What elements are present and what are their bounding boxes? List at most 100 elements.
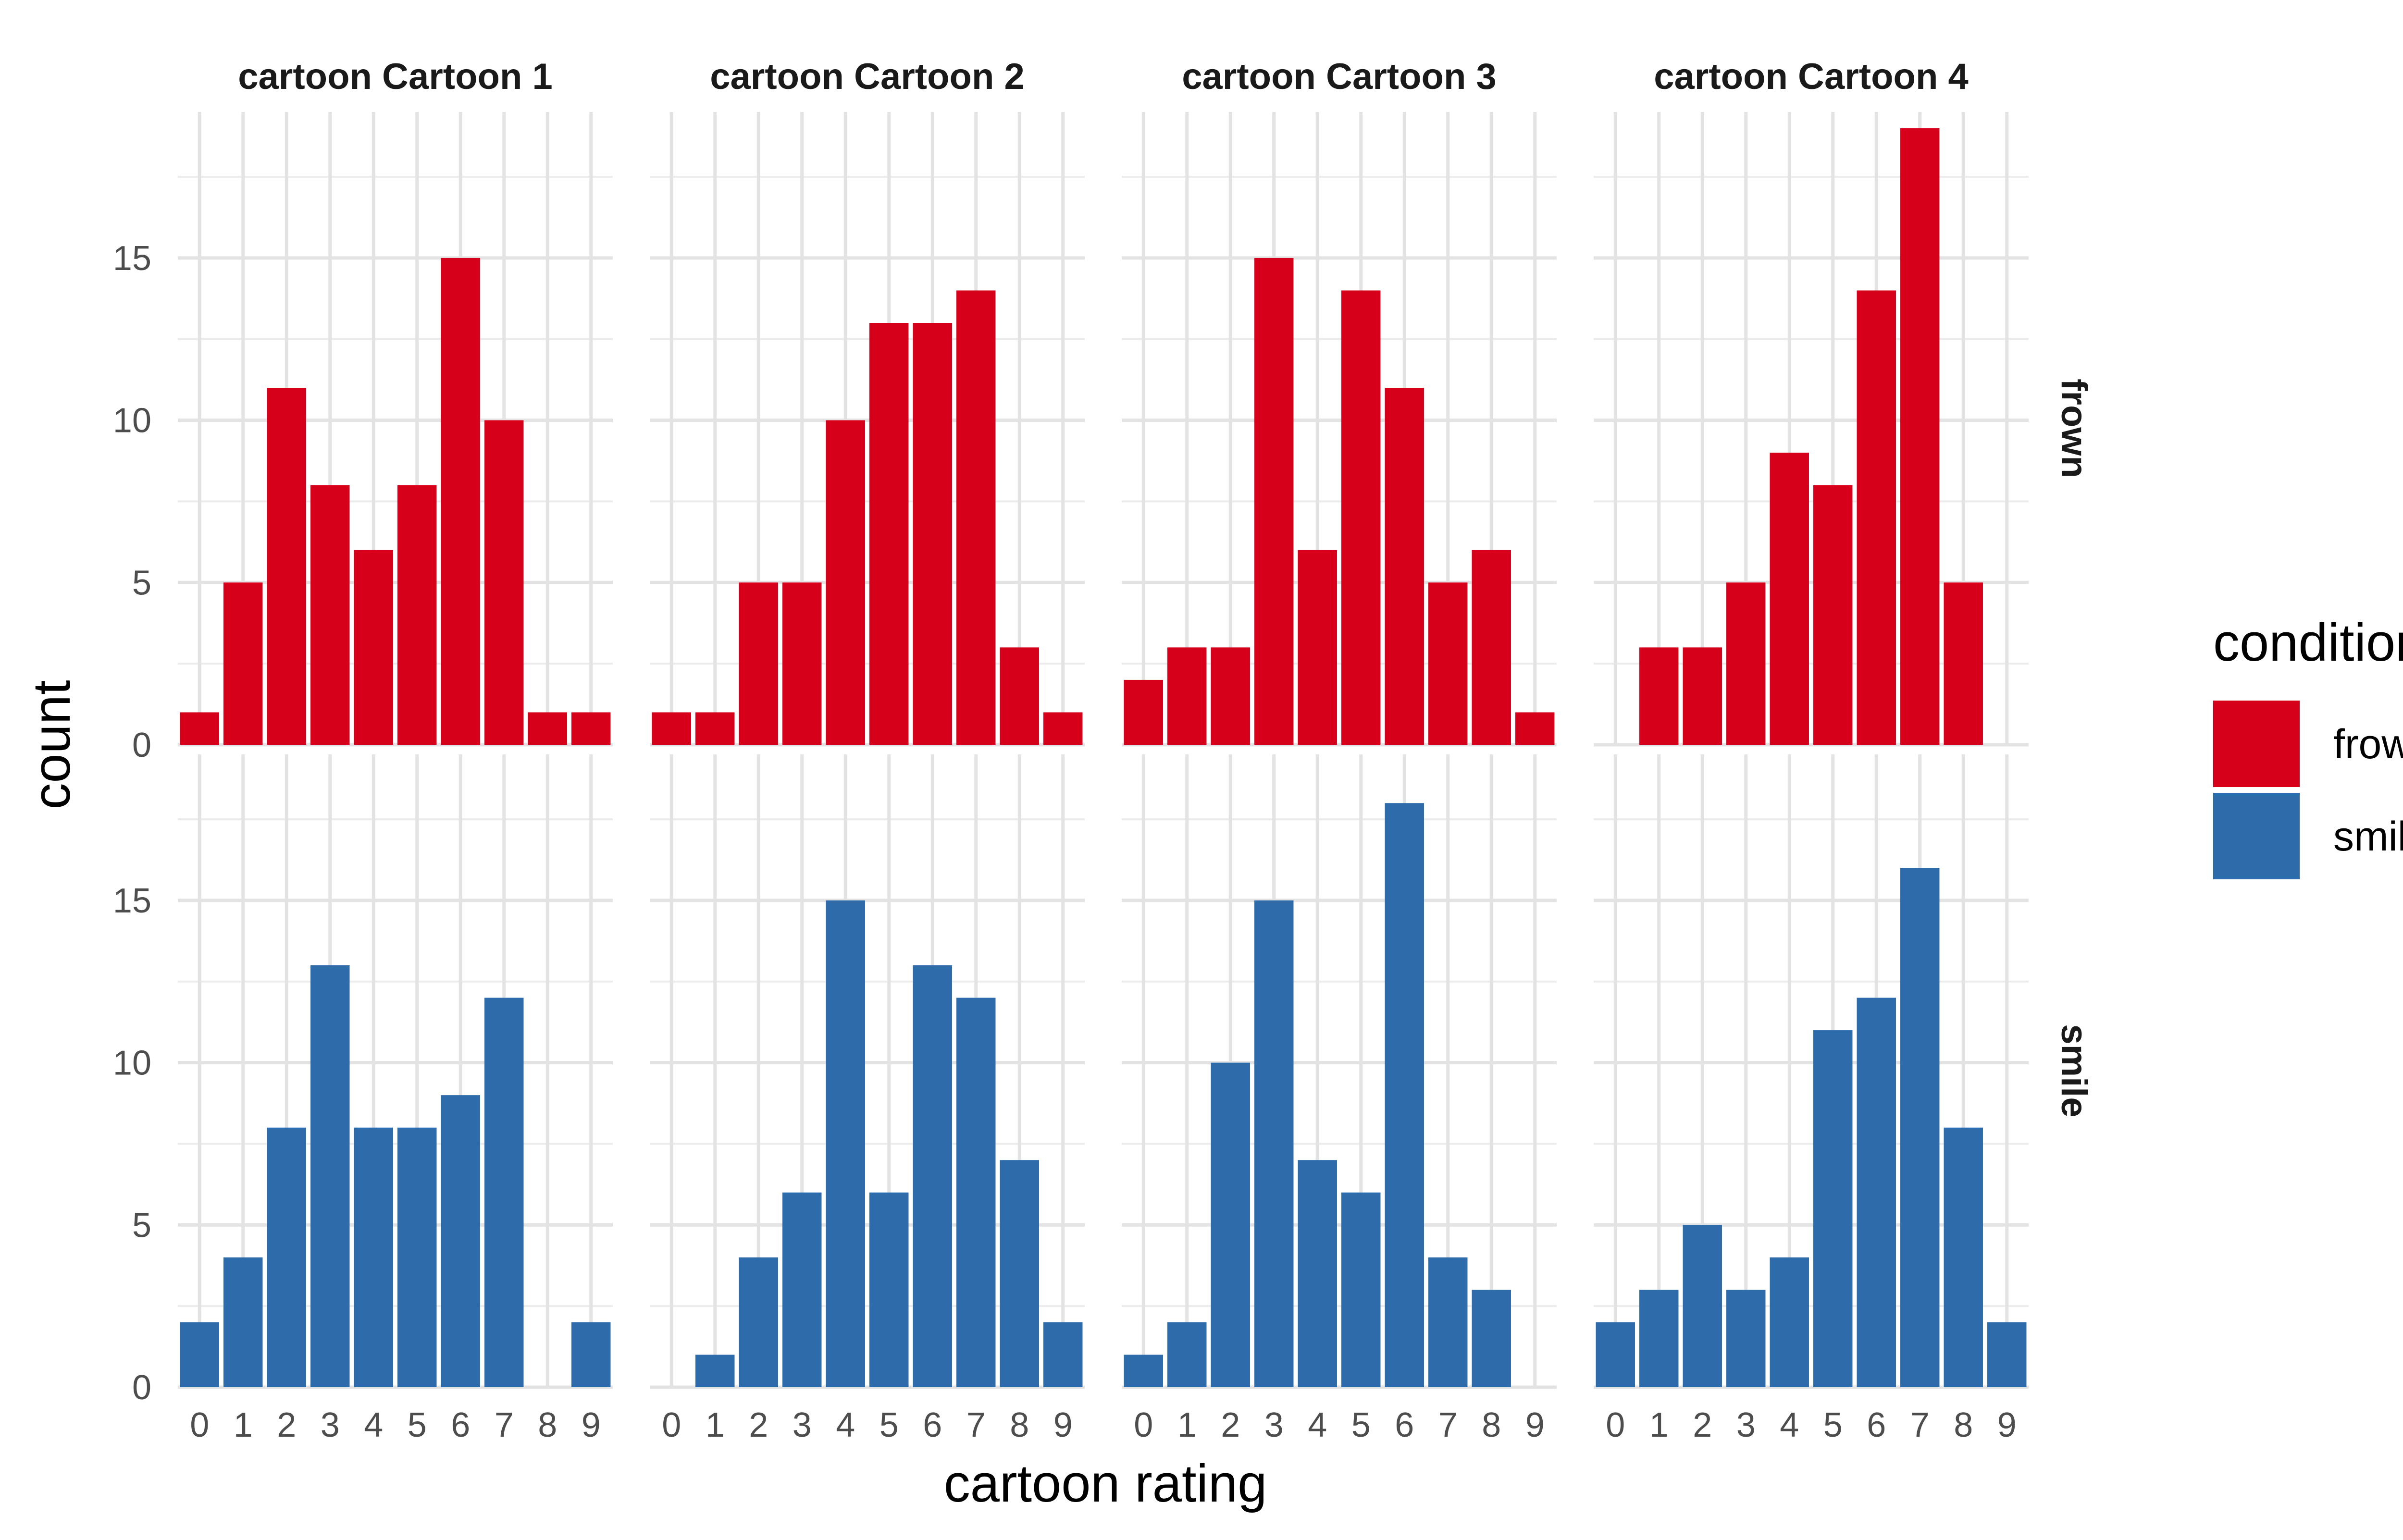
bar-smile-rating-4	[826, 900, 865, 1387]
bar-smile-rating-3	[782, 1192, 822, 1387]
legend-label-smile: smile	[2333, 813, 2403, 860]
facet-strip-column: cartoon Cartoon 3	[1182, 56, 1497, 97]
bar-frown-rating-4	[826, 420, 865, 745]
x-tick-label: 3	[1736, 1406, 1756, 1444]
x-tick-label: 7	[1438, 1406, 1458, 1444]
bar-frown-rating-8	[1472, 550, 1511, 745]
bar-frown-rating-6	[1857, 290, 1896, 745]
x-tick-label: 6	[1867, 1406, 1886, 1444]
bar-smile-rating-7	[1428, 1257, 1468, 1387]
bar-frown-rating-8	[1944, 582, 1983, 745]
x-tick-label: 2	[277, 1406, 296, 1444]
bar-frown-rating-3	[782, 582, 822, 745]
bar-frown-rating-7	[1900, 128, 1940, 745]
x-tick-label: 8	[1482, 1406, 1501, 1444]
bar-smile-rating-7	[1900, 868, 1940, 1387]
x-tick-label: 4	[1308, 1406, 1327, 1444]
bar-smile-rating-5	[397, 1127, 437, 1387]
bar-smile-rating-9	[1987, 1322, 2027, 1387]
x-tick-label: 8	[538, 1406, 557, 1444]
panel-frown-2	[650, 112, 1085, 747]
x-tick-label: 1	[1649, 1406, 1669, 1444]
bar-smile-rating-8	[1000, 1160, 1039, 1387]
bar-frown-rating-7	[1428, 582, 1468, 745]
bar-frown-rating-0	[652, 712, 691, 745]
x-tick-label: 4	[1780, 1406, 1799, 1444]
bar-frown-rating-5	[397, 485, 437, 745]
x-tick-label: 4	[836, 1406, 855, 1444]
bar-frown-rating-3	[1254, 258, 1294, 745]
labels-layer: cartoon rating count	[22, 680, 1267, 1513]
facet-strip-row: frown	[2054, 379, 2094, 478]
bar-smile-rating-6	[441, 1095, 480, 1387]
panel-smile-1	[178, 754, 613, 1389]
y-tick-label: 15	[113, 239, 151, 278]
bar-frown-rating-2	[1683, 647, 1722, 745]
bar-smile-rating-0	[1124, 1355, 1163, 1387]
bar-smile-rating-6	[1385, 803, 1424, 1387]
bar-smile-rating-0	[180, 1322, 219, 1387]
x-tick-label: 3	[321, 1406, 340, 1444]
x-tick-label: 0	[1134, 1406, 1153, 1444]
bar-frown-rating-0	[1124, 679, 1163, 745]
x-axis-title: cartoon rating	[944, 1454, 1267, 1513]
y-tick-label: 5	[132, 564, 151, 602]
bar-frown-rating-1	[1167, 647, 1207, 745]
panel-smile-3	[1122, 754, 1557, 1389]
bar-smile-rating-2	[1211, 1062, 1250, 1387]
x-tick-label: 5	[1351, 1406, 1371, 1444]
bar-frown-rating-1	[695, 712, 735, 745]
panel-frown-4	[1594, 112, 2029, 747]
y-tick-label: 10	[113, 1044, 151, 1083]
facet-strip-column: cartoon Cartoon 2	[710, 56, 1025, 97]
y-axis-title: count	[22, 680, 81, 809]
bar-smile-rating-9	[1043, 1322, 1083, 1387]
bar-frown-rating-9	[571, 712, 611, 745]
bar-frown-rating-8	[528, 712, 567, 745]
bar-smile-rating-6	[1857, 998, 1896, 1387]
legend-key-frown	[2213, 701, 2300, 787]
bar-smile-rating-2	[739, 1257, 778, 1387]
y-tick-label: 10	[113, 402, 151, 440]
bar-frown-rating-3	[310, 485, 350, 745]
x-tick-label: 6	[1395, 1406, 1414, 1444]
facet-strip-row: smile	[2054, 1024, 2094, 1117]
legend: condition frown smile	[2213, 613, 2403, 879]
x-tick-label: 2	[1693, 1406, 1712, 1444]
bar-frown-rating-5	[1813, 485, 1853, 745]
x-tick-label: 3	[793, 1406, 812, 1444]
panel-smile-4	[1594, 754, 2029, 1389]
facet-strip-column: cartoon Cartoon 1	[238, 56, 553, 97]
bar-smile-rating-1	[1167, 1322, 1207, 1387]
bar-smile-rating-7	[484, 998, 524, 1387]
x-tick-label: 6	[923, 1406, 942, 1444]
bar-smile-rating-5	[1341, 1192, 1381, 1387]
bar-smile-rating-1	[695, 1355, 735, 1387]
bar-frown-rating-2	[1211, 647, 1250, 745]
bar-smile-rating-2	[1683, 1225, 1722, 1387]
bar-smile-rating-1	[223, 1257, 263, 1387]
x-tick-label: 4	[364, 1406, 383, 1444]
x-tick-label: 7	[1910, 1406, 1930, 1444]
bar-frown-rating-6	[1385, 388, 1424, 745]
bar-frown-rating-9	[1515, 712, 1555, 745]
panel-smile-2	[650, 754, 1085, 1389]
bar-frown-rating-4	[1298, 550, 1337, 745]
y-tick-label: 0	[132, 1368, 151, 1407]
bar-smile-rating-5	[1813, 1030, 1853, 1387]
y-tick-label: 15	[113, 882, 151, 920]
bar-smile-rating-4	[1770, 1257, 1809, 1387]
x-tick-label: 1	[234, 1406, 253, 1444]
x-tick-label: 2	[1221, 1406, 1240, 1444]
bar-frown-rating-2	[739, 582, 778, 745]
bar-frown-rating-6	[913, 323, 952, 745]
x-tick-label: 9	[582, 1406, 601, 1444]
y-tick-label: 0	[132, 726, 151, 764]
bar-frown-rating-7	[484, 420, 524, 745]
x-tick-label: 9	[1053, 1406, 1073, 1444]
x-tick-label: 8	[1954, 1406, 1973, 1444]
bar-smile-rating-1	[1639, 1290, 1679, 1387]
x-tick-label: 7	[966, 1406, 986, 1444]
